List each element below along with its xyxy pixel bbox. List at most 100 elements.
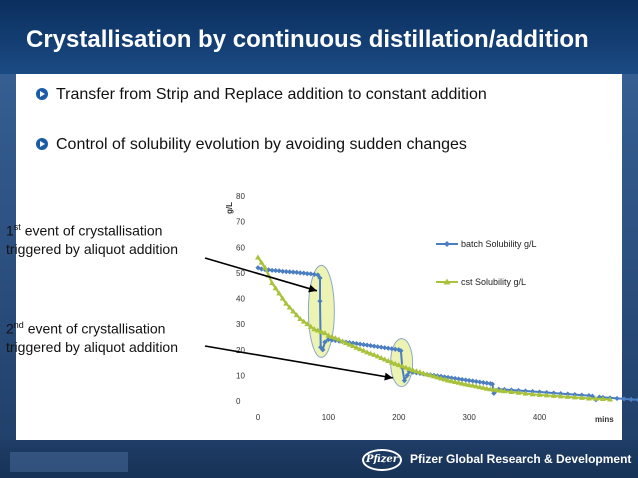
cst-data-point [343, 340, 349, 346]
batch-data-point [389, 346, 395, 352]
bullet-item-1: Transfer from Strip and Replace addition… [36, 86, 487, 104]
cst-data-point [431, 373, 437, 379]
batch-data-point [371, 343, 377, 349]
cst-data-point [409, 367, 416, 373]
cst-data-point [413, 368, 420, 374]
y-tick-label: 80 [236, 192, 245, 201]
cst-data-point [321, 330, 328, 336]
callout-arrow-second-head [384, 372, 393, 381]
cst-data-point [599, 395, 606, 401]
y-axis-label: g/L [225, 202, 234, 214]
cst-data-point [353, 344, 360, 350]
legend-label: batch Solubility g/L [461, 239, 537, 249]
batch-data-point [489, 381, 496, 387]
cst-data-point [487, 386, 494, 392]
cst-data-point [311, 326, 318, 332]
legend-marker [443, 278, 451, 285]
batch-data-point [273, 267, 279, 274]
y-tick-label: 20 [236, 346, 245, 355]
batch-data-point [364, 342, 370, 348]
cst-data-point [416, 369, 423, 375]
batch-data-point [357, 341, 363, 347]
cst-data-point [272, 285, 279, 291]
callout-second-line2: triggered by aliquot addition [6, 338, 179, 355]
callout-first-event: 1st event of crystallisation triggered b… [6, 218, 178, 258]
cst-data-point [441, 376, 448, 382]
x-tick-label: 100 [322, 413, 336, 422]
cst-data-point [399, 363, 406, 369]
batch-data-point [378, 344, 384, 350]
batch-data-point [294, 269, 300, 275]
cst-data-point [550, 392, 557, 398]
batch-data-point [375, 344, 381, 350]
cst-data-point [490, 386, 497, 392]
batch-data-point [385, 345, 391, 351]
batch-data-point [276, 268, 282, 274]
cst-data-point [258, 259, 265, 265]
batch-data-point [484, 380, 490, 386]
cst-data-point [476, 384, 483, 390]
batch-data-point [614, 395, 620, 402]
cst-data-point [466, 382, 473, 388]
cst-data-point [469, 382, 476, 388]
bullet-text-2: Control of solubility evolution by avoid… [56, 136, 467, 153]
callout-arrow-first-head [308, 284, 317, 293]
cst-data-point [434, 374, 441, 380]
legend-marker [444, 241, 450, 247]
batch-data-point [635, 397, 638, 403]
batch-data-point [466, 377, 472, 384]
batch-data-point [297, 270, 303, 276]
cst-data-point [448, 378, 455, 384]
batch-data-point [320, 347, 326, 353]
callout-second-event: 2nd event of crystallisation triggered b… [6, 316, 178, 356]
content-area [16, 74, 622, 440]
cst-data-point [395, 362, 402, 368]
cst-data-point [388, 359, 395, 365]
batch-data-point [315, 272, 321, 278]
legend-label: cst Solubility g/L [461, 277, 526, 287]
batch-data-point [456, 376, 462, 382]
cst-data-point [371, 351, 378, 357]
cst-data-point [455, 379, 462, 385]
batch-data-point [382, 345, 388, 351]
cst-data-point [564, 393, 571, 399]
cst-data-point [325, 332, 332, 338]
cst-data-point [515, 389, 522, 395]
cst-data-point [497, 387, 504, 393]
cst-data-point [346, 341, 353, 347]
batch-data-point [392, 346, 398, 352]
batch-data-point [449, 375, 455, 381]
batch-data-point [311, 271, 317, 278]
cst-data-point [494, 387, 501, 393]
batch-data-point [301, 270, 307, 276]
callout-arrow-second [204, 345, 393, 379]
cst-data-point [585, 395, 592, 401]
cst-data-point [406, 365, 413, 371]
cst-data-point [357, 346, 364, 352]
batch-data-point [322, 339, 328, 345]
x-tick-label: 300 [463, 413, 477, 422]
cst-data-point [536, 391, 543, 397]
y-tick-label: 30 [236, 320, 245, 329]
bullet-item-2: Control of solubility evolution by avoid… [36, 136, 467, 154]
cst-data-point [529, 391, 536, 397]
bullet-text-1: Transfer from Strip and Replace addition… [56, 86, 487, 103]
cst-data-point [318, 328, 325, 334]
cst-data-point [286, 304, 293, 310]
cst-data-point [501, 388, 508, 394]
batch-data-point [459, 376, 465, 383]
cst-data-point [557, 393, 564, 399]
x-tick-label: 400 [533, 413, 547, 422]
batch-data-point [283, 268, 289, 275]
cst-data-point [276, 290, 283, 296]
x-tick-label: 0 [256, 413, 261, 422]
batch-data-point [280, 268, 286, 274]
cst-data-point [255, 254, 261, 260]
cst-data-point [483, 385, 490, 391]
batch-data-point [317, 275, 323, 281]
y-tick-label: 70 [236, 218, 245, 227]
batch-data-point [477, 379, 483, 385]
cst-data-point [332, 335, 339, 341]
cst-data-point [360, 347, 367, 353]
